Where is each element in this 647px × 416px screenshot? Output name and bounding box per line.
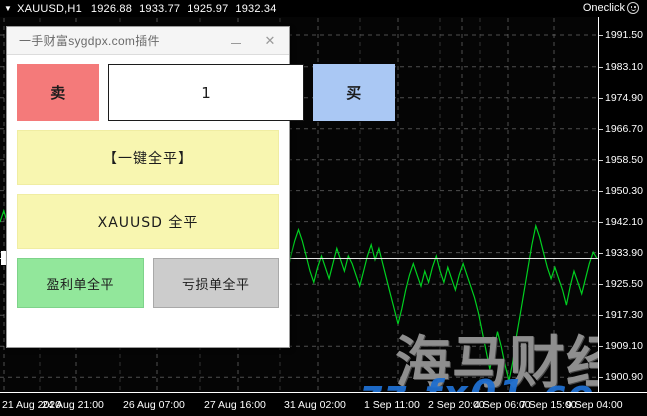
brand-watermark: 海马财经 [395, 331, 623, 396]
minimize-icon [231, 42, 241, 44]
price-tick-mark [599, 159, 603, 161]
time-tick-label: 26 Aug 07:00 [123, 399, 185, 411]
ohlc-open: 1926.88 [90, 2, 133, 15]
oneclick-text: Oneclick [582, 2, 625, 14]
ohlc-header: ▼ XAUUSD,H1 1926.88 1933.77 1925.97 1932… [0, 0, 647, 17]
price-tick-mark [599, 284, 603, 286]
ohlc-high: 1933.77 [139, 2, 181, 15]
price-tick-mark [599, 35, 603, 36]
price-tick-label: 1974.90 [605, 91, 643, 104]
price-tick-label: 1942.10 [605, 215, 643, 228]
dialog-title: 一手财富sygdpx.com插件 [19, 34, 160, 48]
price-tick-label: 1933.90 [605, 246, 643, 259]
price-axis[interactable]: 1991.50 1983.10 1974.90 1966.70 1958.50 1950.… [598, 17, 647, 392]
time-axis[interactable]: 21 Aug 2020 24 Aug 21:00 26 Aug 07:00 27 Au… [0, 392, 647, 416]
close-loss-button[interactable]: 亏损单全平 [152, 258, 279, 308]
dialog-titlebar[interactable]: 一手财富sygdpx.com插件 ✕ [7, 27, 289, 55]
ohlc-close: 1932.34 [235, 2, 277, 15]
close-profit-button[interactable]: 盈利单全平 [17, 258, 144, 308]
close-symbol-button[interactable]: XAUUSD 全平 [17, 194, 279, 249]
time-tick-label: 2 Sep 20:00 [428, 399, 485, 411]
close-filter-row: 盈利单全平 亏损单全平 [17, 258, 279, 308]
price-tick-label: 1958.50 [605, 153, 643, 166]
oneclick-trading-label[interactable]: Oneclick [580, 1, 641, 15]
time-tick-label: 4 Sep 06:00 [474, 399, 531, 411]
dialog-body: 卖 买 【一键全平】 XAUUSD 全平 盈利单全平 亏损单全平 [7, 55, 395, 347]
price-tick-mark [599, 221, 603, 223]
price-tick-label: 1900.90 [605, 371, 643, 384]
price-tick-mark [599, 252, 603, 254]
close-button[interactable]: ✕ [264, 32, 276, 48]
close-all-button[interactable]: 【一键全平】 [17, 130, 279, 185]
lot-size-input[interactable] [108, 64, 304, 121]
sell-button[interactable]: 卖 [17, 64, 99, 121]
price-tick-label: 1925.50 [605, 278, 643, 291]
ohlc-low: 1925.97 [187, 2, 229, 15]
plugin-dialog: 一手财富sygdpx.com插件 ✕ 卖 买 【一键全平】 XAUUSD 全平 … [6, 26, 395, 348]
time-tick-label: 7 Sep 15:00 [520, 399, 577, 411]
time-tick-label: 1 Sep 11:00 [364, 399, 420, 411]
time-tick-label: 24 Aug 21:00 [42, 399, 104, 411]
price-tick-label: 1991.50 [605, 29, 643, 41]
price-tick-mark [599, 315, 603, 317]
price-tick-mark [599, 346, 603, 348]
time-tick-label: 31 Aug 02:00 [284, 399, 346, 411]
chevron-down-icon[interactable]: ▼ [4, 3, 13, 13]
price-tick-label: 1983.10 [605, 60, 643, 73]
buy-button[interactable]: 买 [313, 64, 395, 121]
minimize-button[interactable] [219, 28, 253, 54]
price-tick-mark [599, 66, 603, 68]
smiley-face-icon[interactable] [627, 2, 639, 14]
time-tick-label: 27 Aug 16:00 [204, 399, 266, 411]
price-tick-mark [599, 128, 603, 130]
price-tick-label: 1917.30 [605, 309, 643, 322]
time-tick-label: 21 Aug 2020 [2, 399, 61, 411]
price-tick-label: 1966.70 [605, 122, 643, 135]
time-tick-label: 9 Sep 04:00 [566, 399, 623, 411]
price-tick-mark [599, 97, 603, 99]
price-tick-mark [599, 190, 603, 192]
price-tick-label: 1909.10 [605, 340, 643, 353]
price-tick-label: 1950.30 [605, 184, 643, 197]
trade-row: 卖 买 [17, 64, 395, 121]
symbol-period-label: XAUUSD,H1 [17, 2, 82, 15]
price-tick-mark [599, 377, 603, 379]
